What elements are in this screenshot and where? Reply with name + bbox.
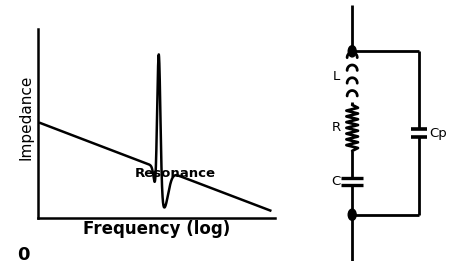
Circle shape	[348, 209, 356, 220]
Text: L: L	[333, 70, 340, 83]
Circle shape	[348, 46, 356, 57]
Text: R: R	[331, 121, 340, 134]
Text: Cp: Cp	[429, 127, 447, 139]
Text: C: C	[331, 175, 340, 188]
Text: Resonance: Resonance	[135, 167, 216, 180]
X-axis label: Frequency (log): Frequency (log)	[83, 219, 230, 238]
Y-axis label: Impedance: Impedance	[19, 74, 34, 160]
Text: 0: 0	[18, 246, 30, 264]
